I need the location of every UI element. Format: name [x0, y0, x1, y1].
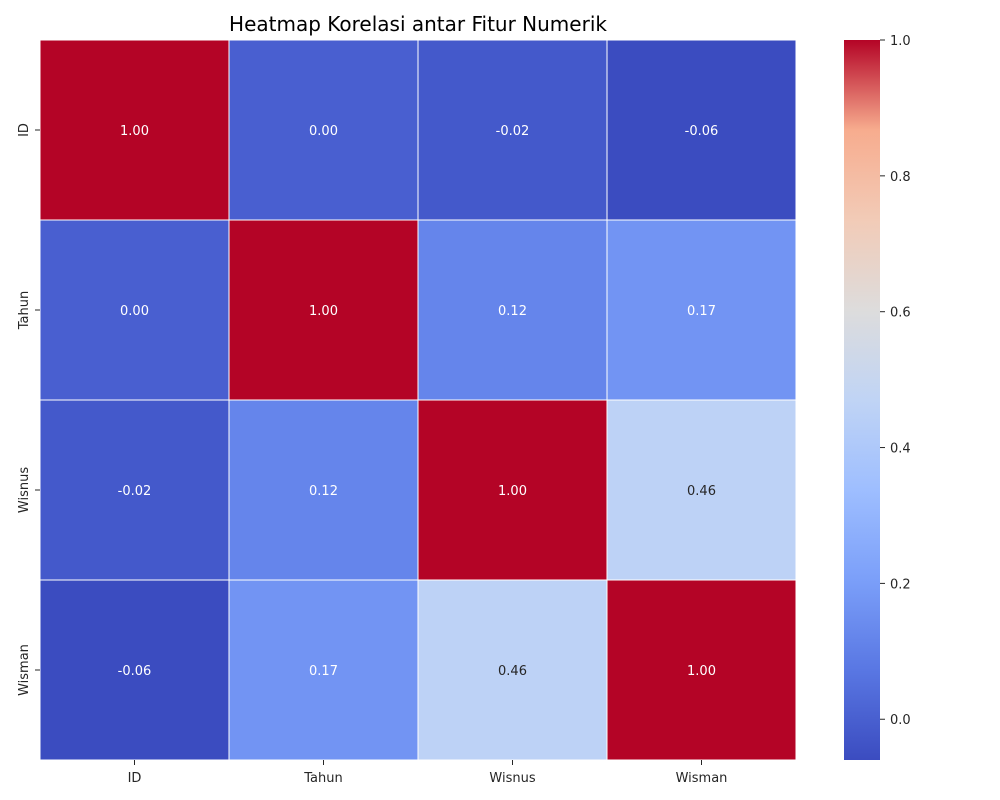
- heatmap-cell: [39, 219, 230, 401]
- row-tick-label: ID: [17, 123, 32, 137]
- heatmap-cell: [39, 579, 230, 761]
- heatmap-cell: [228, 579, 419, 761]
- heatmap-cells: 1.00 0.00 -0.02 -0.06 0.00 1.00 0.12 0.17 -0.02 0…: [39, 39, 797, 761]
- colorbar-tick-label: 0.2: [890, 577, 911, 592]
- cell-value-label: -0.06: [685, 124, 719, 139]
- cell-value-label: 0.17: [309, 664, 338, 679]
- colorbar-tick-label: 0.6: [890, 306, 911, 321]
- heatmap-cell: [606, 39, 797, 221]
- row-tick-labels: ID Tahun Wisnus Wisman: [17, 123, 40, 696]
- colorbar-gradient: [844, 40, 880, 760]
- column-tick-label: Wisnus: [489, 771, 535, 786]
- colorbar-tick-labels: 0.0 0.2 0.4 0.6 0.8 1.0: [880, 34, 911, 728]
- heatmap-cell: [606, 579, 797, 761]
- column-tick-label: ID: [128, 771, 142, 786]
- column-tick-label: Tahun: [303, 771, 342, 786]
- column-tick-label: Wisman: [676, 771, 728, 786]
- row-tick-label: Wisman: [17, 644, 32, 696]
- cell-value-label: 1.00: [687, 664, 716, 679]
- colorbar: 0.0 0.2 0.4 0.6 0.8 1.0: [844, 34, 911, 760]
- heatmap-cell: [228, 219, 419, 401]
- heatmap-cell: [228, 39, 419, 221]
- cell-value-label: 1.00: [309, 304, 338, 319]
- heatmap-cell: [417, 219, 608, 401]
- cell-value-label: -0.06: [118, 664, 152, 679]
- cell-value-label: 0.46: [498, 664, 527, 679]
- chart-title: Heatmap Korelasi antar Fitur Numerik: [229, 12, 607, 36]
- cell-value-label: -0.02: [118, 484, 152, 499]
- cell-value-label: 0.00: [309, 124, 338, 139]
- heatmap-cell: [606, 219, 797, 401]
- row-tick-label: Tahun: [17, 291, 32, 330]
- heatmap-cell: [417, 579, 608, 761]
- cell-value-label: 1.00: [498, 484, 527, 499]
- heatmap-cell: [417, 39, 608, 221]
- heatmap-cell: [39, 39, 230, 221]
- colorbar-tick-label: 0.0: [890, 713, 911, 728]
- cell-value-label: -0.02: [496, 124, 530, 139]
- cell-value-label: 0.12: [498, 304, 527, 319]
- heatmap-cell: [606, 399, 797, 581]
- colorbar-tick-label: 0.4: [890, 442, 911, 457]
- cell-value-label: 0.00: [120, 304, 149, 319]
- heatmap-cell: [228, 399, 419, 581]
- column-tick-labels: ID Tahun Wisnus Wisman: [128, 760, 728, 786]
- cell-value-label: 0.17: [687, 304, 716, 319]
- colorbar-tick-label: 0.8: [890, 170, 911, 185]
- cell-value-label: 1.00: [120, 124, 149, 139]
- cell-value-label: 0.46: [687, 484, 716, 499]
- row-tick-label: Wisnus: [17, 467, 32, 513]
- cell-value-label: 0.12: [309, 484, 338, 499]
- colorbar-tick-label: 1.0: [890, 34, 911, 49]
